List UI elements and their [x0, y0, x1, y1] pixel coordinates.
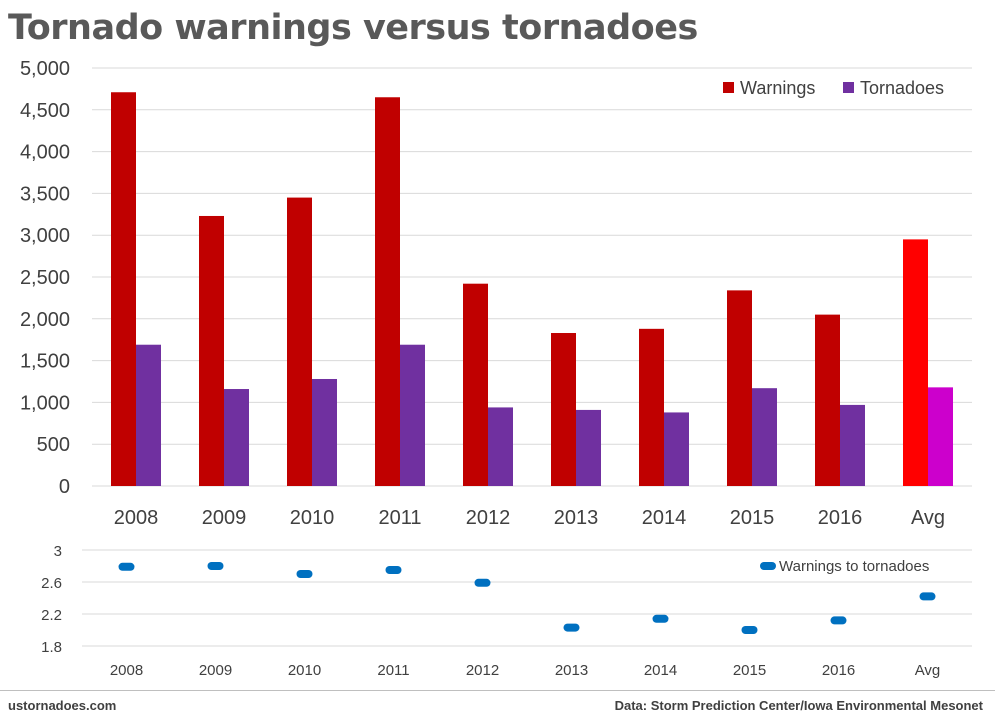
ratio-point-2014: [652, 614, 669, 623]
x-tick-label: Avg: [911, 507, 945, 529]
tornadoes-bar-2009: [224, 389, 249, 486]
tornadoes-bar-2012: [488, 407, 513, 486]
footer-source-site: ustornadoes.com: [8, 698, 117, 713]
y-tick-label: 1,000: [20, 392, 70, 414]
tornadoes-bar-2016: [840, 404, 865, 486]
y-tick-label: 2.6: [41, 575, 62, 592]
x-tick-label: 2013: [555, 662, 588, 679]
x-tick-label: 2013: [554, 507, 599, 529]
ratio-point-2016: [830, 616, 847, 625]
ratio-point-avg: [919, 592, 936, 601]
x-tick-label: 2008: [114, 507, 159, 529]
warnings-bar-2011: [375, 97, 400, 486]
warnings-bar-2015: [727, 290, 752, 486]
footer-divider: [0, 690, 995, 691]
x-tick-label: 2016: [822, 662, 855, 679]
ratio-point-2012: [474, 578, 491, 587]
tornadoes-bar-2013: [576, 409, 601, 486]
ratio-point-2008: [118, 562, 135, 571]
x-tick-label: 2016: [818, 507, 863, 529]
footer-data-credit: Data: Storm Prediction Center/Iowa Envir…: [614, 698, 983, 713]
x-tick-label: 2008: [110, 662, 143, 679]
warnings-bar-2012: [463, 283, 488, 486]
tornadoes-legend-swatch: [843, 82, 854, 93]
x-tick-label: 2014: [642, 507, 687, 529]
y-tick-label: 4,000: [20, 142, 70, 164]
x-tick-label: 2014: [644, 662, 677, 679]
warnings-bar-2008: [111, 92, 136, 486]
ratio-point-2011: [385, 566, 402, 574]
y-tick-label: 1.8: [41, 639, 62, 656]
y-tick-label: 2.2: [41, 607, 62, 624]
y-tick-label: 1,500: [20, 351, 70, 373]
x-tick-label: 2009: [202, 507, 247, 529]
x-tick-label: Avg: [915, 662, 941, 679]
x-tick-label: 2015: [730, 507, 775, 529]
y-tick-label: 500: [37, 434, 70, 456]
x-tick-label: 2010: [290, 507, 335, 529]
x-tick-label: 2009: [199, 662, 232, 679]
warnings-legend-label: Warnings: [740, 78, 815, 98]
x-tick-label: 2011: [377, 662, 409, 679]
tornadoes-bar-2008: [136, 344, 161, 486]
ratio-point-2009: [207, 562, 224, 570]
ratio-point-2015: [741, 626, 758, 634]
warnings-legend-swatch: [723, 82, 734, 93]
x-tick-label: 2015: [733, 662, 766, 679]
warnings-bar-2013: [551, 333, 576, 486]
y-tick-label: 2,500: [20, 267, 70, 289]
x-tick-label: 2012: [466, 507, 511, 529]
tornadoes-legend-label: Tornadoes: [860, 78, 944, 98]
tornadoes-bar-2015: [752, 388, 777, 486]
y-tick-label: 3,000: [20, 225, 70, 247]
ratio-point-2013: [563, 623, 580, 632]
y-tick-label: 5,000: [20, 58, 70, 80]
y-tick-label: 0: [59, 476, 70, 498]
x-tick-label: 2011: [378, 507, 421, 529]
ratio-point-2010: [296, 570, 313, 578]
ratio-legend-label: Warnings to tornadoes: [779, 558, 929, 575]
x-tick-label: 2010: [288, 662, 321, 679]
warnings-tornadoes-bar-chart: 0 500 1,000 1,500 2,000 2,500 3,000 3,500 4,000 4…: [20, 58, 972, 529]
ratio-legend-swatch: [760, 562, 776, 570]
x-tick-label: 2012: [466, 662, 499, 679]
tornadoes-bar-2010: [312, 378, 337, 486]
warnings-ratio-chart: 1.8 2.2 2.6 3 2008 2009 2010 2011 2012 2013 2014 20…: [41, 543, 972, 679]
warnings-bar-2010: [287, 197, 312, 486]
y-tick-label: 2,000: [20, 309, 70, 331]
tornadoes-bar-2014: [664, 412, 689, 486]
y-tick-label: 3: [54, 543, 62, 560]
warnings-bar-avg: [903, 239, 928, 486]
tornadoes-bar-2011: [400, 344, 425, 486]
warnings-bar-2014: [639, 328, 664, 486]
chart-title: Tornado warnings versus tornadoes: [8, 8, 698, 48]
warnings-bar-2009: [199, 215, 224, 487]
y-tick-label: 4,500: [20, 100, 70, 122]
warnings-bar-2016: [815, 314, 840, 486]
y-tick-label: 3,500: [20, 183, 70, 205]
tornadoes-bar-avg: [928, 387, 953, 486]
